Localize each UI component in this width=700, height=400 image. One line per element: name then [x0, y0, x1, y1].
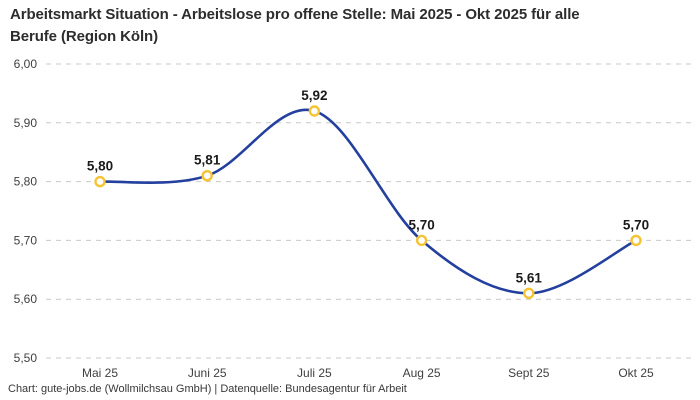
data-point-marker	[201, 169, 213, 182]
data-point-marker	[630, 234, 642, 247]
series-line	[98, 108, 638, 295]
data-point-marker	[523, 287, 535, 299]
y-tick-label: 5,70	[14, 233, 38, 247]
y-tick-label: 5,90	[14, 116, 38, 130]
y-tick-label: 6,00	[14, 57, 38, 71]
y-tick-label: 5,80	[14, 175, 38, 189]
y-tick-label: 5,50	[14, 351, 38, 365]
data-point-marker	[94, 175, 106, 188]
chart-footer: Chart: gute-jobs.de (Wollmilchsau GmbH) …	[8, 383, 407, 395]
data-point-marker	[308, 105, 321, 117]
data-point-label: 5,81	[194, 153, 221, 168]
data-point-label: 5,80	[87, 159, 113, 174]
x-tick-label: Juni 25	[188, 366, 227, 380]
x-tick-label: Sept 25	[508, 366, 550, 380]
chart-title: Arbeitsmarkt Situation - Arbeitslose pro…	[10, 6, 580, 45]
x-tick-label: Mai 25	[82, 366, 118, 380]
data-point-marker	[415, 234, 428, 247]
y-tick-label: 5,60	[14, 292, 38, 306]
x-tick-label: Juli 25	[297, 366, 332, 380]
x-tick-label: Okt 25	[618, 366, 654, 380]
data-point-label: 5,70	[408, 217, 434, 232]
x-tick-label: Aug 25	[403, 366, 441, 380]
data-point-label: 5,92	[301, 88, 327, 103]
data-point-label: 5,70	[623, 217, 649, 232]
data-point-label: 5,61	[516, 270, 543, 285]
